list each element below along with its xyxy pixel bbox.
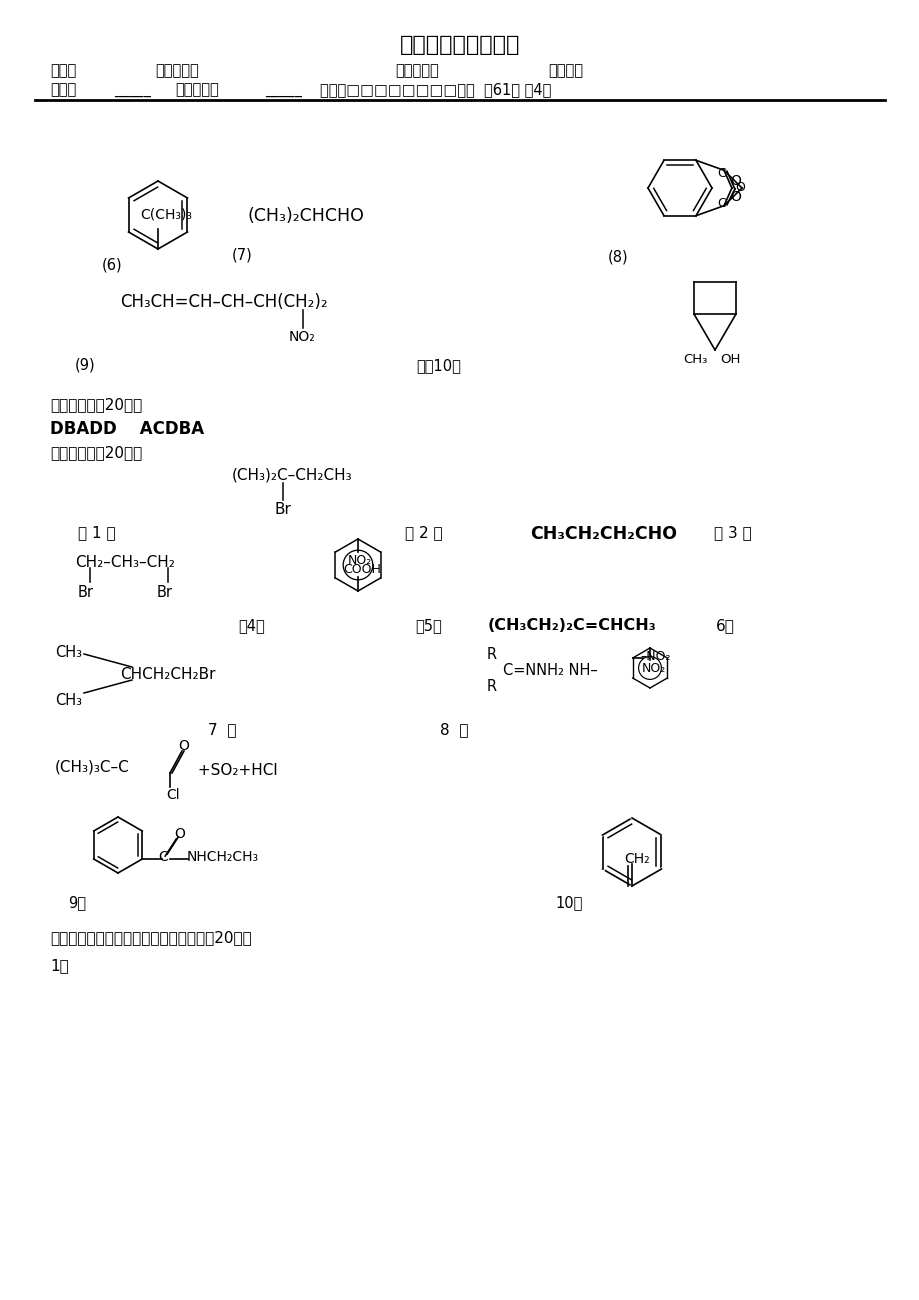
Text: CH₃: CH₃	[55, 693, 82, 709]
Text: C: C	[158, 850, 168, 865]
Text: (7): (7)	[232, 248, 253, 263]
Text: Br: Br	[275, 502, 291, 517]
Text: 九、填空题（20分）: 九、填空题（20分）	[50, 445, 142, 460]
Text: 10、: 10、	[554, 894, 582, 910]
Text: 6、: 6、	[715, 618, 734, 633]
Text: （4）: （4）	[238, 618, 265, 633]
Text: 专业班级：: 专业班级：	[175, 82, 219, 98]
Text: C: C	[716, 168, 725, 181]
Text: 院别：: 院别：	[50, 62, 76, 78]
Text: C=NNH₂ NH–: C=NNH₂ NH–	[503, 663, 597, 679]
Text: 八、选择题（20分）: 八、选择题（20分）	[50, 396, 142, 412]
Text: (CH₃)₂C–CH₂CH₃: (CH₃)₂C–CH₂CH₃	[232, 467, 352, 482]
Text: 课程代码：: 课程代码：	[394, 62, 438, 78]
Text: OH: OH	[720, 354, 740, 367]
Text: (6): (6)	[102, 257, 122, 273]
Text: COOH: COOH	[343, 563, 380, 576]
Text: CH₂: CH₂	[623, 852, 649, 866]
Text: (CH₃)₂CHCHO: (CH₃)₂CHCHO	[248, 207, 365, 225]
Text: NHCH₂CH₃: NHCH₂CH₃	[186, 850, 258, 865]
Text: _____: _____	[265, 82, 301, 98]
Text: 学号：□□□□□□□□命题  共61页 第4页: 学号：□□□□□□□□命题 共61页 第4页	[320, 82, 550, 98]
Text: CH₂–CH₃–CH₂: CH₂–CH₃–CH₂	[75, 555, 175, 569]
Text: (CH₃CH₂)₂C=CHCH₃: (CH₃CH₂)₂C=CHCH₃	[487, 618, 656, 633]
Text: 9、: 9、	[68, 894, 85, 910]
Text: （5）: （5）	[414, 618, 441, 633]
Text: 7  、: 7 、	[208, 722, 236, 737]
Text: DBADD    ACDBA: DBADD ACDBA	[50, 420, 204, 438]
Text: NO₂: NO₂	[641, 662, 665, 675]
Text: （ 3 ）: （ 3 ）	[713, 525, 751, 540]
Text: Br: Br	[78, 585, 94, 601]
Text: (8): (8)	[607, 250, 628, 265]
Text: CH₃: CH₃	[682, 354, 707, 367]
Text: Cl: Cl	[165, 788, 179, 802]
Text: O: O	[174, 827, 185, 841]
Text: NO₂: NO₂	[289, 330, 315, 344]
Text: 1、: 1、	[50, 958, 69, 972]
Text: _____: _____	[114, 82, 151, 98]
Text: 西南科技大学试题单: 西南科技大学试题单	[400, 35, 519, 55]
Text: R: R	[486, 679, 496, 694]
Text: （ 2 ）: （ 2 ）	[404, 525, 442, 540]
Text: ；（10）: ；（10）	[415, 358, 460, 373]
Text: 8  、: 8 、	[439, 722, 468, 737]
Text: 命题人：: 命题人：	[548, 62, 583, 78]
Text: R: R	[486, 647, 496, 662]
Text: (CH₃)₃C–C: (CH₃)₃C–C	[55, 760, 130, 775]
Text: +SO₂+HCl: +SO₂+HCl	[193, 763, 278, 777]
Text: O: O	[729, 190, 740, 204]
Text: –NO₂: –NO₂	[640, 650, 671, 663]
Text: CHCH₂CH₂Br: CHCH₂CH₂Br	[119, 667, 215, 682]
Text: C(CH₃)₃: C(CH₃)₃	[140, 207, 192, 221]
Text: CH₃CH₂CH₂CHO: CH₃CH₂CH₂CHO	[529, 525, 676, 543]
Text: Br: Br	[157, 585, 173, 601]
Text: （ 1 ）: （ 1 ）	[78, 525, 116, 540]
Text: CH₃CH=CH–CH–CH(CH₂)₂: CH₃CH=CH–CH–CH(CH₂)₂	[119, 292, 327, 311]
Text: O: O	[729, 174, 740, 187]
Text: 十、用简单化学方法鉴别下列各化合物（20分）: 十、用简单化学方法鉴别下列各化合物（20分）	[50, 930, 252, 945]
Text: O: O	[177, 738, 188, 753]
Text: O: O	[734, 181, 744, 194]
Text: C: C	[716, 196, 725, 209]
Text: (9): (9)	[75, 358, 96, 373]
Text: 课程名称：: 课程名称：	[154, 62, 199, 78]
Text: CH₃: CH₃	[55, 645, 82, 660]
Text: 学院：: 学院：	[50, 82, 76, 98]
Text: NO₂: NO₂	[347, 554, 372, 567]
